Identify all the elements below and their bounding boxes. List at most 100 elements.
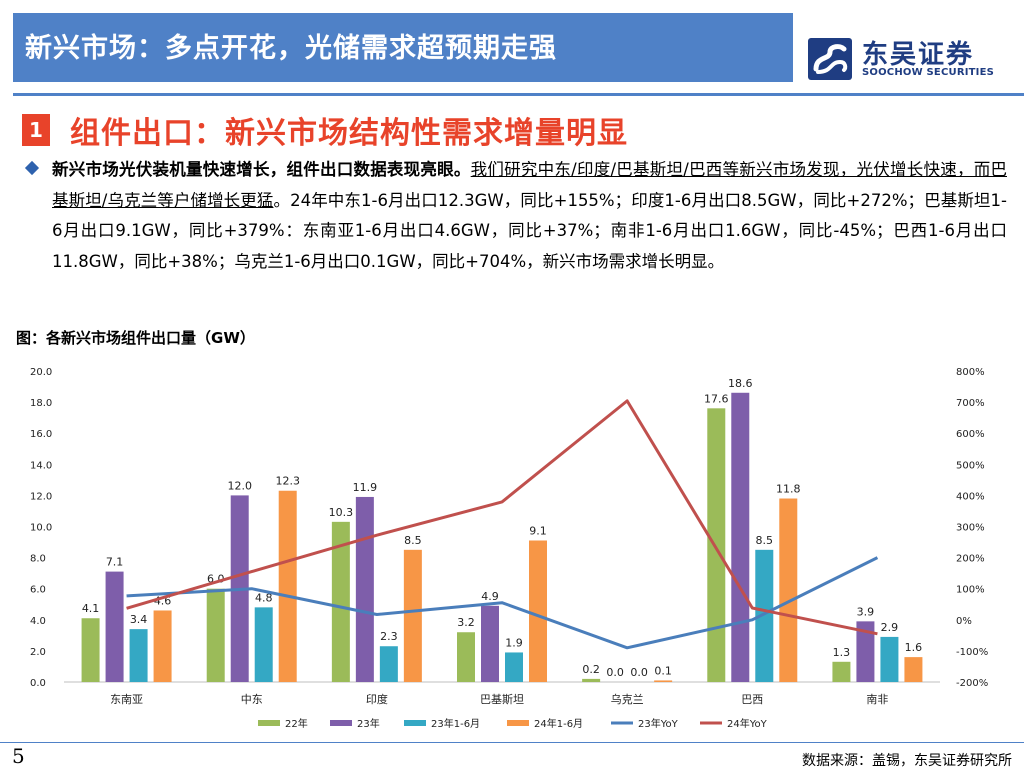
y-left-tick-label: 16.0 [30,429,52,440]
bar-1 [206,588,225,682]
page-title: 新兴市场：多点开花，光储需求超预期走强 [25,33,557,64]
bar-data-label: 2.3 [380,630,398,643]
bar-2 [856,621,875,682]
bar-4 [403,549,422,682]
x-category-label: 巴基斯坦 [480,692,524,706]
title-bar: 新兴市场：多点开花，光储需求超预期走强 [13,13,793,82]
bar-4 [153,610,172,682]
legend-label: 23年 [357,717,380,730]
bar-2 [355,496,374,682]
bar-data-label: 2.9 [881,621,899,634]
export-volume-chart: 0.0 2.0 4.0 6.0 8.0 10.0 12.0 14.0 16.0 18.0 20.0 -… [30,367,988,730]
bar-4 [904,657,923,682]
bar-data-label: 3.2 [457,616,475,629]
y-right-tick-label: 700% [956,398,985,409]
bar-data-label: 11.8 [776,483,801,496]
bar-data-label: 1.9 [505,636,523,649]
bar-3 [129,629,148,682]
company-logo: 东吴证券 SOOCHOW SECURITIES [806,36,1006,82]
bar-3 [505,652,523,682]
bar-data-label: 8.5 [756,534,774,547]
y-left-tick-label: 0.0 [30,678,46,689]
bar-1 [582,678,601,682]
y-right-tick-label: 500% [956,460,985,471]
legend-swatch [258,720,280,726]
x-category-label: 东南亚 [110,693,143,706]
y-right-tick-label: 800% [956,367,985,378]
bar-3 [880,636,899,682]
legend-label: 24年YoY [727,717,768,730]
bar-4 [779,498,798,682]
section-title: 组件出口：新兴市场结构性需求增量明显 [70,116,628,151]
y-right-tick-label: 100% [956,585,985,596]
bar-data-label: 3.4 [130,613,148,626]
x-category-label: 乌克兰 [611,692,644,706]
bar-4 [529,540,547,682]
x-category-label: 巴西 [741,693,763,706]
bar-data-label: 4.1 [82,602,100,615]
bar-data-label: 0.0 [630,666,648,679]
x-category-label: 印度 [366,692,388,706]
y-right-tick-label: -100% [956,647,988,658]
page-number: 5 [12,744,25,768]
diamond-bullet-icon [24,160,40,176]
y-right-tick-label: 400% [956,491,985,502]
y-left-tick-label: 6.0 [30,585,46,596]
y-right-tick-label: -200% [956,678,988,689]
legend-label: 24年1-6月 [534,717,583,730]
bar-3 [379,646,398,682]
bar-data-label: 4.9 [481,590,499,603]
y-left-tick-label: 4.0 [30,616,46,627]
section-number-badge: 1 [22,114,50,146]
bar-data-label: 0.1 [654,664,672,677]
bar-data-label: 4.8 [255,591,273,604]
legend-swatch [404,720,426,726]
bar-data-label: 0.2 [582,663,600,676]
bar-data-label: 0.0 [606,666,624,679]
yoy-line-2 [126,399,878,636]
bar-1 [457,632,475,682]
x-category-label: 南非 [866,693,888,706]
legend-label: 23年1-6月 [431,717,480,730]
bar-2 [731,392,750,682]
y-left-tick-label: 18.0 [30,398,52,409]
y-left-tick-label: 14.0 [30,460,52,471]
bar-data-label: 11.9 [353,481,378,494]
legend-swatch [330,720,352,726]
y-right-tick-label: 600% [956,429,985,440]
bar-data-label: 3.9 [857,605,875,618]
paragraph-underlined: 我们研究中东/印度/巴基斯坦/巴西等新兴市场发现，光伏增长快速，而巴基斯坦/乌克… [52,160,1007,210]
bar-2 [481,605,499,682]
y-left-tick-label: 12.0 [30,491,52,502]
bar-3 [755,549,774,682]
header-divider [13,93,1024,96]
y-right-tick-label: 200% [956,554,985,565]
logo-text-cn: 东吴证券 [862,40,975,70]
bar-data-label: 10.3 [329,506,354,519]
soochow-logo-icon [808,38,852,80]
bar-data-label: 17.6 [704,392,729,405]
bar-data-label: 9.1 [529,524,547,537]
legend-swatch [507,720,529,726]
bar-data-label: 18.6 [728,377,753,390]
bar-data-label: 8.5 [404,534,422,547]
y-right-tick-label: 300% [956,523,985,534]
figure-title: 图：各新兴市场组件出口量（GW） [16,329,255,347]
paragraph-rest: 。24年中东1-6月出口12.3GW，同比+155%；印度1-6月出口8.5GW… [52,190,1007,271]
bar-data-label: 1.3 [833,646,851,659]
bar-1 [832,661,851,682]
bar-data-label: 12.3 [275,475,300,488]
paragraph-bold-lead: 新兴市场光伏装机量快速增长，组件出口数据表现亮眼。 [52,160,471,179]
bar-1 [707,408,726,682]
y-left-tick-label: 20.0 [30,367,52,378]
bar-4 [654,680,673,682]
y-right-tick-label: 0% [956,616,972,627]
y-left-tick-label: 2.0 [30,647,46,658]
bar-data-label: 12.0 [227,479,252,492]
body-paragraph: 新兴市场光伏装机量快速增长，组件出口数据表现亮眼。我们研究中东/印度/巴基斯坦/… [52,155,1007,277]
bar-1 [331,521,350,682]
y-left-tick-label: 10.0 [30,523,52,534]
bar-3 [254,607,273,682]
bar-1 [81,618,100,682]
legend-label: 23年YoY [638,717,679,730]
